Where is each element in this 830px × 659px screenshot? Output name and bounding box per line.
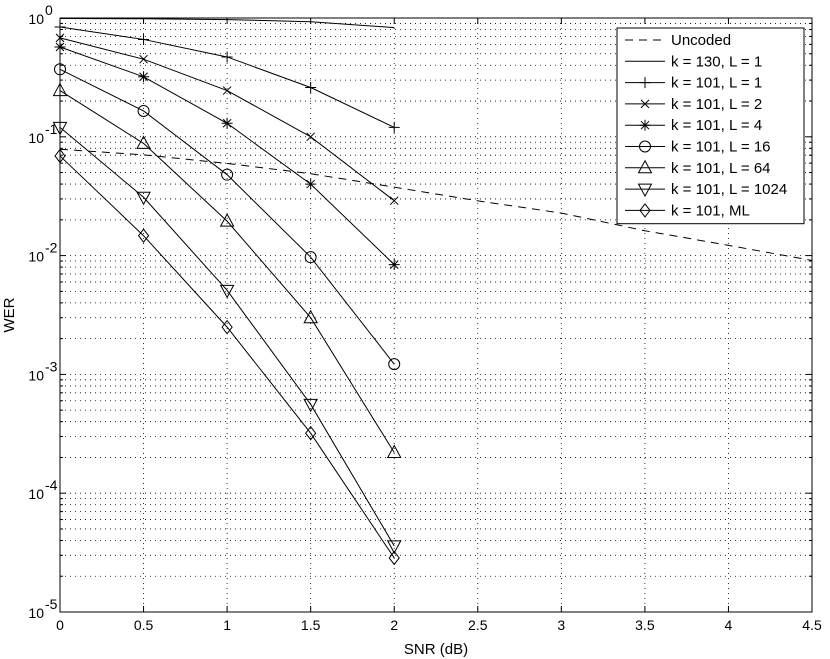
- data-point: [388, 259, 400, 271]
- x-tick-label: 2.5: [468, 617, 488, 633]
- legend-label: k = 101, L = 1: [671, 75, 762, 92]
- data-point: [386, 540, 402, 554]
- x-tick-label: 1: [223, 617, 231, 633]
- y-tick-label: 10: [28, 249, 44, 265]
- data-point: [306, 132, 316, 142]
- data-point: [221, 168, 234, 181]
- data-point: [222, 86, 232, 95]
- legend-label: k = 101, L = 2: [671, 96, 762, 113]
- series-line: [59, 148, 813, 261]
- series-0: [59, 148, 813, 261]
- data-point: [138, 71, 150, 83]
- y-tick-exponent: -5: [45, 596, 58, 612]
- data-point: [137, 104, 150, 117]
- grid-layer: [60, 18, 812, 612]
- legend-entry: k = 101, L = 64: [625, 159, 771, 177]
- legend-label: Uncoded: [671, 32, 731, 49]
- y-tick-label: 10: [28, 486, 44, 502]
- legend: Uncoded k = 130, L = 1 k = 101, L = 1 k = 1…: [616, 27, 805, 225]
- legend-entry: Uncoded: [625, 32, 731, 49]
- data-point: [303, 309, 319, 324]
- x-tick-label: 3: [557, 617, 565, 633]
- x-tick-label: 0: [56, 617, 64, 633]
- y-tick-label: 10: [28, 605, 44, 621]
- legend-label: k = 101, L = 1024: [671, 181, 787, 198]
- series-8: [54, 148, 400, 566]
- series-layer: [52, 18, 813, 566]
- legend-entry: k = 101, L = 16: [625, 139, 771, 156]
- y-tick-exponent: -2: [45, 240, 58, 256]
- y-tick-label: 10: [28, 130, 44, 146]
- data-point: [136, 191, 151, 206]
- data-point: [388, 121, 400, 133]
- legend-marker: [639, 119, 651, 131]
- series-6: [52, 82, 402, 459]
- data-point: [388, 358, 401, 371]
- legend-entry: k = 101, L = 1: [625, 75, 762, 92]
- legend-marker: [637, 183, 653, 198]
- y-tick-exponent: 0: [45, 2, 53, 18]
- legend-entry: k = 130, L = 1: [625, 53, 762, 70]
- data-point: [219, 213, 235, 227]
- legend-marker: [639, 140, 651, 153]
- data-point: [304, 251, 317, 264]
- legend-marker: [640, 99, 650, 109]
- x-tick-label: 3.5: [635, 617, 655, 633]
- x-tick-label: 0.5: [134, 617, 154, 633]
- legend-marker: [639, 77, 651, 89]
- legend-marker: [637, 159, 653, 174]
- legend-entry: k = 101, ML: [625, 202, 750, 219]
- legend-label: k = 101, L = 16: [671, 139, 771, 156]
- data-point: [388, 550, 400, 566]
- series-3: [55, 33, 399, 206]
- data-point: [305, 82, 317, 94]
- y-tick-exponent: -3: [45, 358, 58, 374]
- y-tick-label: 10: [28, 11, 44, 27]
- data-point: [136, 135, 151, 149]
- x-axis-label: SNR (dB): [404, 641, 468, 658]
- tick-layer: 0 0.5 1 1.5 2 2.5 3 3.5 4 4.510010-110-210-310-41…: [28, 2, 822, 633]
- data-point: [221, 51, 233, 63]
- x-tick-label: 4: [725, 617, 733, 633]
- legend-entry: k = 101, L = 4: [625, 117, 762, 134]
- y-tick-exponent: -4: [45, 477, 58, 493]
- legend-marker: [639, 203, 651, 218]
- data-point: [389, 196, 399, 206]
- x-tick-label: 2: [390, 617, 398, 633]
- legend-entry: k = 101, L = 2: [625, 96, 762, 113]
- y-tick-exponent: -1: [45, 121, 58, 137]
- data-point: [221, 319, 233, 335]
- x-tick-label: 4.5: [802, 617, 822, 633]
- y-axis-label: WER: [1, 297, 18, 332]
- plot-frame: [59, 17, 813, 613]
- legend-label: k = 101, L = 4: [671, 117, 762, 134]
- series-line: [59, 68, 395, 365]
- legend-label: k = 101, ML: [671, 202, 750, 219]
- data-point: [305, 178, 317, 190]
- legend-entry: k = 101, L = 1024: [625, 181, 787, 198]
- data-point: [303, 398, 319, 413]
- series-line: [59, 90, 395, 453]
- data-point: [221, 117, 233, 129]
- data-point: [386, 444, 402, 459]
- legend-label: k = 130, L = 1: [671, 53, 762, 70]
- data-point: [138, 33, 150, 45]
- data-point: [305, 425, 317, 441]
- y-tick-label: 10: [28, 367, 44, 383]
- data-point: [139, 54, 148, 64]
- series-7: [52, 121, 402, 554]
- legend-label: k = 101, L = 64: [671, 160, 771, 177]
- data-point: [137, 228, 150, 244]
- data-point: [219, 284, 235, 299]
- x-tick-label: 1.5: [301, 617, 321, 633]
- series-line: [59, 127, 395, 547]
- series-line: [59, 155, 395, 559]
